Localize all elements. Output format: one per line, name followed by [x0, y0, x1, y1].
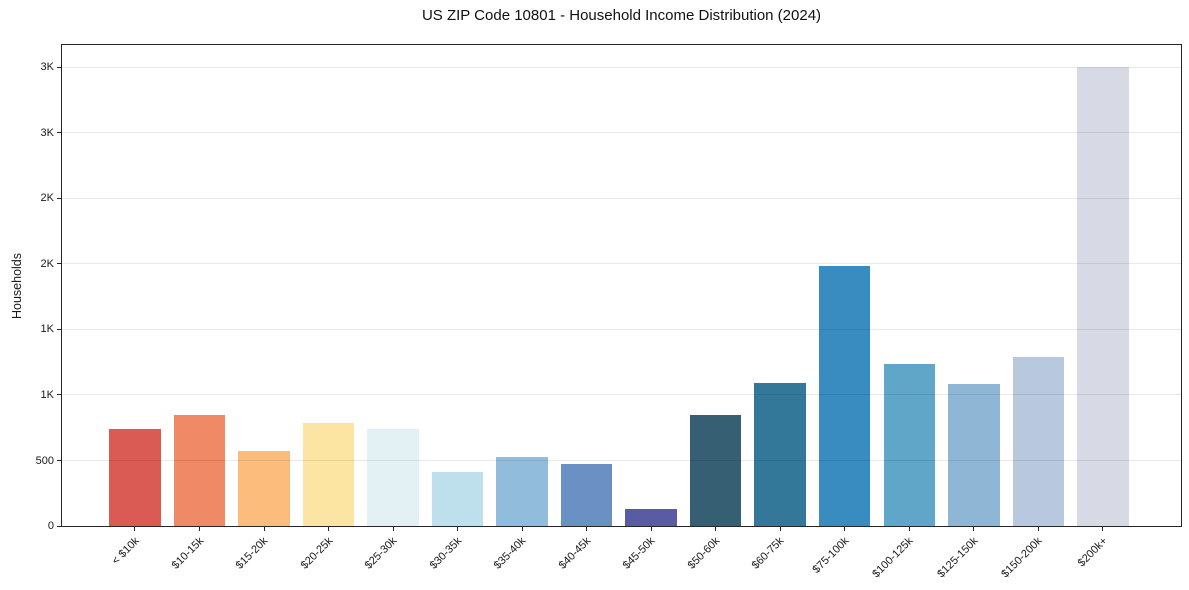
x-tick	[521, 527, 523, 531]
bar	[1012, 356, 1065, 526]
y-tick-label: 0	[47, 520, 54, 532]
x-tick	[650, 527, 652, 531]
x-tick-label: < $10k	[109, 535, 142, 568]
x-tick	[586, 527, 588, 531]
gridline	[62, 197, 1181, 199]
bar	[625, 509, 677, 526]
x-tick-label: $150-200k	[999, 535, 1045, 581]
y-tick-label: 1K	[40, 323, 54, 336]
bar	[689, 414, 742, 526]
x-tick	[1102, 527, 1104, 531]
x-tick-label: $35-40k	[491, 535, 529, 572]
x-tick-label: $40-45k	[556, 535, 594, 572]
bar	[238, 451, 290, 526]
gridline	[62, 66, 1181, 68]
y-tick	[57, 460, 61, 461]
x-tick-label: $20-25k	[298, 535, 335, 572]
y-tick-label: 1K	[40, 388, 54, 401]
x-tick-label: $25-30k	[362, 535, 400, 572]
y-tick	[57, 66, 61, 68]
x-tick-label: $10-15k	[169, 535, 206, 572]
y-tick	[57, 197, 61, 199]
x-tick	[134, 527, 136, 531]
plot-area	[61, 44, 1182, 527]
x-tick	[908, 527, 910, 531]
y-tick	[57, 132, 61, 134]
bar	[496, 457, 548, 526]
x-tick-label: $60-75k	[750, 535, 787, 572]
x-tick	[844, 527, 846, 531]
bar	[1077, 66, 1129, 526]
bar	[883, 364, 936, 526]
y-tick	[57, 263, 61, 265]
bar	[754, 383, 806, 526]
bar	[109, 429, 161, 526]
x-tick-label: $45-50k	[621, 535, 658, 572]
bar	[818, 265, 871, 526]
bar	[431, 471, 484, 526]
x-tick	[457, 527, 459, 531]
bar	[560, 463, 613, 526]
x-tick-label: $100-125k	[870, 535, 916, 581]
y-tick	[57, 525, 61, 527]
gridline	[62, 132, 1181, 134]
x-tick-label: $15-20k	[233, 535, 271, 572]
bar	[302, 423, 355, 526]
x-tick-label: $30-35k	[427, 535, 465, 572]
y-tick-label: 3K	[40, 126, 54, 139]
bar	[948, 383, 1000, 526]
gridline	[62, 460, 1181, 461]
x-tick	[1037, 527, 1039, 531]
x-tick-label: $125-150k	[935, 535, 981, 581]
y-tick-label: 2K	[40, 257, 54, 270]
y-tick-label: 2K	[40, 192, 54, 205]
y-tick-label: 500	[35, 454, 54, 467]
bar	[173, 415, 226, 526]
x-tick	[328, 527, 329, 531]
y-tick	[57, 394, 61, 396]
chart-title: US ZIP Code 10801 - Household Income Dis…	[421, 7, 822, 24]
bar	[367, 429, 419, 526]
x-tick	[779, 527, 781, 531]
x-tick-label: $200k+	[1075, 535, 1110, 570]
y-tick	[57, 328, 61, 330]
x-tick	[198, 527, 200, 531]
gridline	[62, 328, 1181, 330]
x-tick	[263, 527, 265, 531]
gridline	[62, 394, 1181, 396]
x-tick	[973, 527, 975, 531]
gridline	[62, 263, 1181, 265]
x-tick	[715, 527, 717, 531]
x-tick	[392, 527, 394, 531]
x-tick-label: $75-100k	[810, 535, 852, 576]
y-tick-label: 3K	[40, 61, 54, 74]
x-tick-label: $50-60k	[685, 535, 723, 572]
